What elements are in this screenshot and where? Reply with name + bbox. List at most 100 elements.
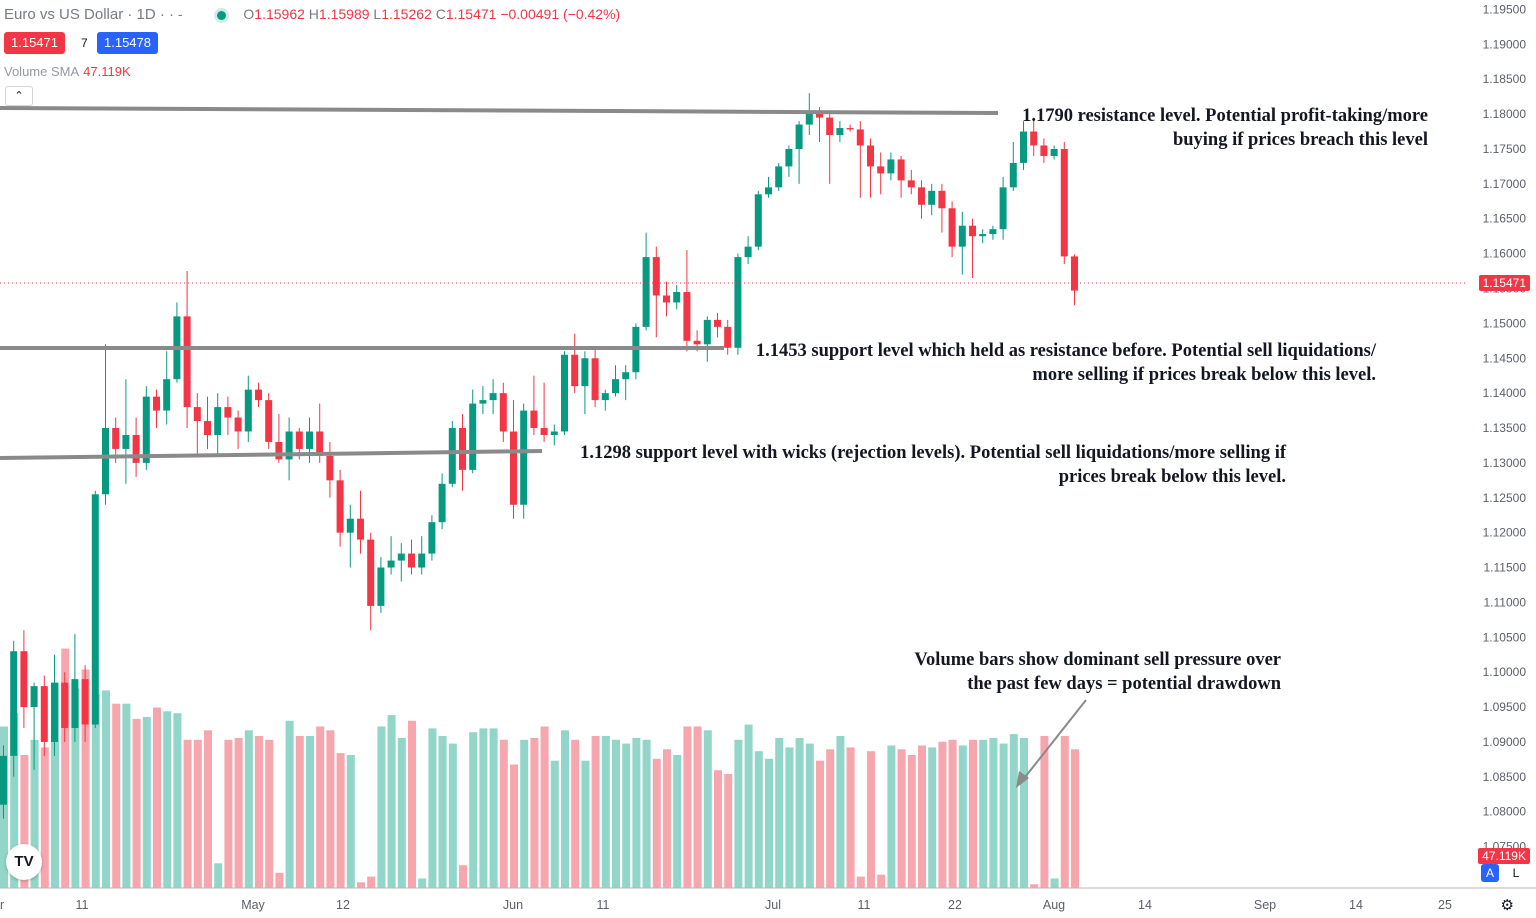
volume-bar — [91, 694, 100, 888]
low-value: 1.15262 — [381, 6, 432, 22]
volume-bar — [530, 737, 539, 888]
volume-bar — [856, 876, 865, 888]
candle-body — [795, 124, 803, 149]
level-lines — [0, 106, 999, 460]
candle-body — [673, 291, 681, 303]
change-value: −0.00491 (−0.42%) — [500, 6, 621, 22]
volume-bar — [581, 760, 590, 888]
volume-bar — [499, 739, 508, 888]
time-tick-label: Sep — [1254, 898, 1276, 912]
volume-bar — [918, 745, 926, 888]
candle-body — [714, 319, 721, 327]
volume-bar — [204, 730, 212, 888]
time-axis[interactable]: r 11 May 12 Jun 11 Jul 11 22 Aug 14 Sep 14 25 — [0, 898, 1452, 912]
volume-bar — [714, 770, 722, 888]
price-tick-label: 1.17000 — [1483, 177, 1527, 191]
candle-body — [826, 117, 834, 136]
time-tick-label: 11 — [76, 898, 89, 912]
gear-icon[interactable]: ⚙ — [1500, 897, 1514, 914]
chart-header: Euro vs US Dollar · 1D · · - O1.15962 H1… — [4, 6, 621, 23]
candle-body — [581, 358, 589, 387]
candle-body — [153, 396, 160, 411]
volume-bar — [153, 707, 161, 888]
price-axis[interactable]: 1.19500 1.19000 1.18500 1.18000 1.17500 1.170… — [1483, 2, 1527, 853]
volume-bar — [969, 739, 977, 888]
volume-bar — [255, 736, 263, 888]
price-tick-label: 1.09500 — [1483, 700, 1527, 714]
candle-body — [489, 393, 497, 401]
candle-body — [836, 128, 844, 136]
candle-body — [265, 400, 273, 442]
volume-bar — [754, 751, 763, 888]
price-tick-label: 1.08500 — [1483, 770, 1527, 784]
price-tick-label: 1.16000 — [1483, 247, 1527, 261]
candle-body — [1020, 131, 1027, 163]
candle-body — [132, 434, 140, 463]
volume-bar — [887, 745, 896, 888]
volume-bar — [897, 749, 906, 888]
candle-body — [357, 518, 364, 540]
candle-body — [591, 358, 599, 401]
volume-sma-value: 47.119K — [83, 64, 131, 79]
auto-scale-button[interactable]: A — [1481, 864, 1499, 882]
buy-price-button[interactable]: 1.15478 — [97, 32, 158, 54]
candle-body — [887, 159, 895, 174]
volume-bar — [734, 739, 743, 888]
close-label: C — [435, 6, 446, 22]
candle-body — [387, 560, 395, 568]
candle-body — [663, 295, 670, 303]
candle-body — [693, 340, 701, 345]
volume-bar — [40, 747, 49, 888]
volume-bar — [244, 730, 253, 888]
volume-bar — [928, 747, 937, 888]
tradingview-logo[interactable]: TV — [6, 844, 42, 880]
volume-bar — [448, 743, 457, 888]
candle-body — [601, 393, 609, 401]
time-tick-label: 22 — [948, 898, 962, 912]
volume-bar — [1050, 878, 1059, 888]
resistance-annotation: 1.1790 resistance level. Potential profi… — [1004, 104, 1428, 152]
symbol-title[interactable]: Euro vs US Dollar · 1D · · — [4, 6, 175, 23]
candle-body — [540, 428, 548, 435]
price-tick-label: 1.13500 — [1483, 421, 1527, 435]
sell-price-button[interactable]: 1.15471 — [4, 32, 65, 54]
volume-bar — [785, 747, 794, 888]
volume-bar — [805, 743, 814, 888]
volume-bar — [846, 747, 855, 888]
volume-bar — [958, 745, 967, 888]
candle-body — [367, 539, 375, 606]
candle-body — [142, 396, 150, 463]
volume-bar — [703, 730, 712, 888]
open-value: 1.15962 — [254, 6, 305, 22]
candle-body — [0, 755, 7, 805]
time-tick-label: 14 — [1349, 898, 1363, 912]
candle-body — [112, 428, 120, 449]
price-tick-label: 1.17500 — [1483, 142, 1527, 156]
price-tick-label: 1.14000 — [1483, 386, 1527, 400]
volume-bar — [102, 690, 110, 888]
candle-body — [20, 651, 28, 708]
annotation-line: buying if prices breach this level — [1172, 130, 1428, 150]
candle-body — [918, 187, 925, 205]
candle-body — [81, 679, 89, 725]
price-tick-label: 1.09000 — [1483, 735, 1527, 749]
volume-bar — [938, 741, 947, 888]
candle-body — [306, 431, 313, 449]
volume-bar — [459, 865, 467, 888]
candle-body — [1050, 148, 1058, 156]
candle-body — [469, 403, 477, 470]
volume-bar — [642, 739, 651, 888]
candle-body — [448, 428, 456, 484]
volume-bar — [550, 760, 559, 888]
candle-body — [285, 431, 293, 460]
volume-bar — [989, 737, 998, 888]
price-tick-label: 1.14500 — [1483, 351, 1527, 365]
support-1298-annotation: 1.1298 support level with wicks (rejecti… — [547, 441, 1286, 489]
candle-body — [1060, 148, 1068, 257]
log-scale-button[interactable]: L — [1512, 866, 1520, 880]
volume-bar — [214, 863, 223, 888]
chevron-up-icon[interactable]: ⌃ — [5, 86, 33, 106]
candle-body — [1030, 131, 1038, 146]
open-label: O — [243, 6, 255, 22]
